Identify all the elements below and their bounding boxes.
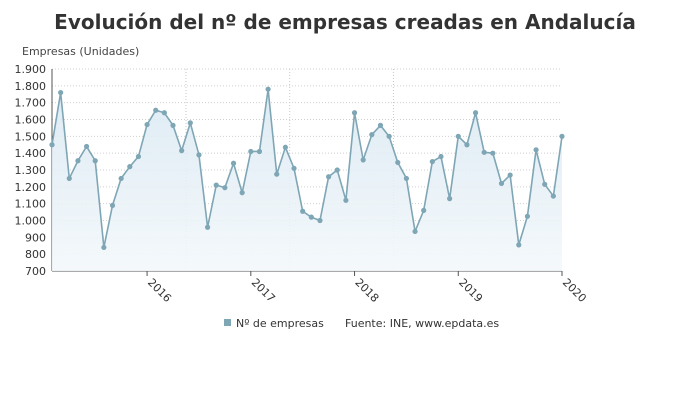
y-tick-label: 1.800 — [15, 80, 47, 93]
data-point — [75, 158, 81, 164]
data-point — [516, 242, 522, 248]
x-axis-ticks: 2016 2017 2018 2019 2020 — [145, 271, 589, 305]
data-point — [109, 202, 116, 208]
data-point — [386, 133, 392, 139]
data-point — [196, 152, 202, 158]
legend-series-label: Nº de empresas — [236, 317, 324, 330]
data-point — [395, 159, 401, 166]
data-point — [118, 175, 124, 182]
data-point — [222, 185, 228, 191]
data-point — [559, 133, 565, 139]
data-point — [170, 122, 176, 128]
data-point — [187, 120, 193, 126]
data-point — [455, 133, 461, 139]
data-point — [144, 121, 150, 128]
data-point — [161, 110, 167, 116]
data-point — [377, 122, 384, 128]
data-point — [403, 175, 410, 182]
data-point — [300, 208, 306, 214]
y-tick-label: 1.400 — [15, 147, 47, 160]
data-point — [291, 165, 297, 171]
data-point — [464, 142, 470, 148]
data-point — [524, 213, 531, 219]
data-point — [274, 171, 280, 177]
y-tick-label: 1.200 — [15, 181, 47, 194]
data-point — [447, 196, 453, 202]
data-point — [490, 150, 496, 156]
data-point — [92, 158, 98, 164]
data-point — [230, 160, 237, 166]
y-tick-label: 800 — [25, 248, 46, 261]
y-tick-label: 1.600 — [15, 114, 47, 127]
y-tick-label: 1.700 — [15, 97, 47, 110]
y-axis-ticks: 700 800 900 1.000 1.100 1.200 1.300 1.400 1.500 1… — [15, 63, 47, 278]
data-point — [265, 86, 271, 92]
data-point — [66, 175, 72, 182]
area-fill — [52, 89, 562, 271]
data-point — [308, 214, 314, 220]
data-point — [317, 217, 323, 224]
data-point — [542, 181, 548, 187]
legend-source: Fuente: INE, www.epdata.es — [345, 317, 499, 330]
data-point — [153, 107, 159, 113]
data-point — [83, 143, 90, 150]
data-point — [248, 148, 254, 155]
y-axis-label: Empresas (Unidades) — [22, 45, 139, 58]
data-point — [49, 142, 55, 148]
x-tick-label: 2020 — [560, 276, 589, 305]
data-point — [550, 193, 556, 199]
data-point — [179, 148, 185, 154]
data-point — [472, 110, 479, 116]
data-point — [282, 144, 288, 150]
data-point — [498, 180, 505, 187]
data-point — [351, 110, 358, 116]
y-tick-label: 700 — [25, 265, 46, 278]
data-point — [101, 244, 107, 251]
data-point — [533, 147, 539, 153]
data-point — [239, 190, 245, 196]
legend: Nº de empresas Fuente: INE, www.epdata.e… — [224, 317, 499, 330]
x-tick-label: 2016 — [145, 276, 174, 305]
legend-swatch — [224, 319, 231, 326]
data-point — [204, 224, 211, 230]
x-tick-label: 2018 — [352, 276, 381, 305]
y-tick-label: 1.100 — [15, 198, 47, 211]
data-point — [421, 207, 427, 213]
data-point — [58, 89, 64, 96]
data-point — [369, 132, 375, 138]
chart-title: Evolución del nº de empresas creadas en … — [54, 10, 636, 34]
y-tick-label: 900 — [25, 231, 46, 244]
data-point — [481, 149, 487, 155]
data-point — [256, 148, 263, 155]
data-point — [127, 164, 133, 170]
data-point — [343, 197, 349, 203]
x-tick-label: 2019 — [456, 276, 485, 305]
y-tick-label: 1.300 — [15, 164, 47, 177]
data-point — [360, 157, 366, 163]
y-tick-label: 1.000 — [15, 215, 47, 228]
y-tick-label: 1.500 — [15, 130, 47, 143]
data-point — [507, 172, 513, 178]
data-point — [438, 153, 444, 160]
data-point — [412, 228, 418, 235]
data-point — [213, 182, 219, 188]
data-points — [49, 86, 565, 251]
series-area — [52, 89, 562, 271]
x-tick-label: 2017 — [249, 276, 278, 305]
y-tick-label: 1.900 — [15, 63, 47, 76]
data-point — [326, 174, 332, 180]
data-point — [135, 153, 142, 160]
data-point — [429, 158, 435, 165]
data-point — [334, 167, 340, 173]
